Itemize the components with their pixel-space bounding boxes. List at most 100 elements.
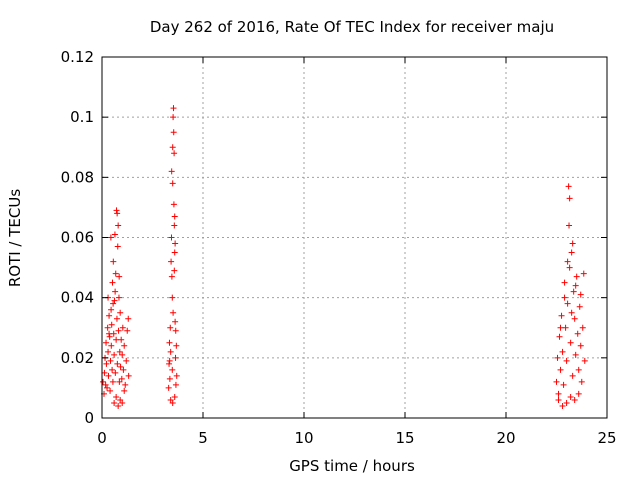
y-tick-label: 0 xyxy=(84,409,94,427)
data-point xyxy=(562,324,569,331)
data-point xyxy=(171,249,178,256)
data-point xyxy=(108,321,115,328)
data-point xyxy=(571,315,578,322)
data-point xyxy=(567,339,574,346)
data-point xyxy=(109,378,116,385)
data-point xyxy=(117,309,124,316)
data-point xyxy=(109,279,116,286)
data-point xyxy=(113,315,120,322)
data-point xyxy=(557,366,564,373)
data-point xyxy=(563,357,570,364)
data-point xyxy=(112,288,119,295)
data-point xyxy=(166,339,173,346)
grid xyxy=(102,57,607,418)
data-point xyxy=(114,210,121,217)
x-tick-label: 15 xyxy=(395,429,414,447)
data-point xyxy=(559,402,566,409)
y-tick-label: 0.02 xyxy=(61,349,94,367)
data-point xyxy=(561,279,568,286)
data-point xyxy=(571,396,578,403)
data-point xyxy=(573,273,580,280)
data-point xyxy=(110,300,117,307)
data-point xyxy=(577,291,584,298)
data-point xyxy=(172,327,179,334)
data-point xyxy=(581,357,588,364)
data-point xyxy=(575,390,582,397)
data-point xyxy=(569,372,576,379)
data-point xyxy=(105,348,112,355)
data-point xyxy=(107,234,114,241)
data-point xyxy=(171,393,178,400)
data-point xyxy=(169,294,176,301)
data-point xyxy=(171,150,178,157)
data-point xyxy=(170,105,177,112)
data-point xyxy=(559,348,566,355)
data-point xyxy=(104,324,111,331)
data-point xyxy=(106,312,113,319)
data-point xyxy=(114,243,121,250)
data-point xyxy=(565,183,572,190)
data-point xyxy=(108,306,115,313)
data-point xyxy=(168,273,175,280)
data-point xyxy=(119,324,126,331)
data-point xyxy=(116,348,123,355)
data-point xyxy=(171,222,178,229)
data-point xyxy=(168,234,175,241)
data-point xyxy=(169,144,176,151)
data-point xyxy=(111,399,118,406)
x-tick-label: 20 xyxy=(496,429,515,447)
data-point xyxy=(572,351,579,358)
data-point xyxy=(169,180,176,187)
data-point xyxy=(109,366,116,373)
data-point xyxy=(110,258,117,265)
data-point xyxy=(579,324,586,331)
data-point xyxy=(165,384,172,391)
y-tick-label: 0.12 xyxy=(61,48,94,66)
data-point xyxy=(116,378,123,385)
data-point xyxy=(120,366,127,373)
data-point xyxy=(113,207,120,214)
data-point xyxy=(112,369,119,376)
data-point xyxy=(167,324,174,331)
data-point xyxy=(108,342,115,349)
x-axis-ticks: 0 5 10 15 20 25 xyxy=(97,57,617,447)
data-point xyxy=(578,378,585,385)
data-point xyxy=(111,351,118,358)
data-point xyxy=(580,270,587,277)
data-point xyxy=(566,195,573,202)
x-tick-label: 0 xyxy=(97,429,107,447)
data-point xyxy=(112,270,119,277)
data-point xyxy=(125,315,132,322)
data-point xyxy=(115,222,122,229)
data-point xyxy=(117,363,124,370)
data-point xyxy=(575,366,582,373)
data-point xyxy=(554,354,561,361)
data-point xyxy=(106,333,113,340)
data-point xyxy=(560,381,567,388)
data-point xyxy=(166,357,173,364)
data-point xyxy=(568,309,575,316)
data-point xyxy=(558,312,565,319)
data-point xyxy=(557,324,564,331)
data-point xyxy=(168,258,175,265)
data-point xyxy=(103,360,110,367)
data-point xyxy=(172,240,179,247)
data-point xyxy=(171,213,178,220)
data-point xyxy=(553,378,560,385)
y-axis-ticks: 0 0.02 0.04 0.06 0.08 0.1 0.12 xyxy=(61,48,607,427)
data-point xyxy=(105,372,112,379)
data-point xyxy=(111,231,118,238)
data-point xyxy=(121,342,128,349)
data-point xyxy=(171,267,178,274)
data-point xyxy=(107,387,114,394)
data-point xyxy=(170,201,177,208)
data-point xyxy=(564,300,571,307)
data-point xyxy=(115,294,122,301)
data-point xyxy=(577,342,584,349)
data-point xyxy=(561,294,568,301)
data-point xyxy=(172,318,179,325)
data-point xyxy=(122,381,129,388)
data-point xyxy=(116,273,123,280)
data-point xyxy=(172,381,179,388)
y-tick-label: 0.04 xyxy=(61,289,94,307)
